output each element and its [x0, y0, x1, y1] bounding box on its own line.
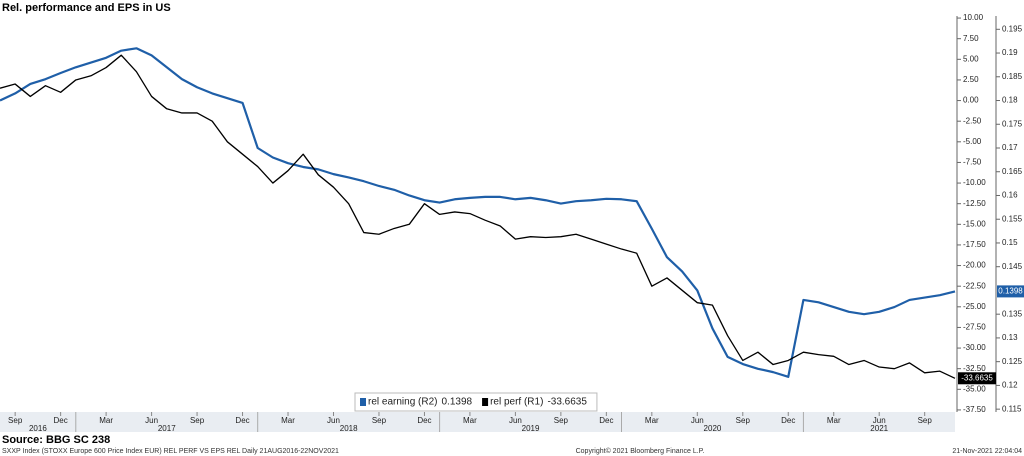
x-tick-label: Sep	[918, 416, 933, 425]
y-tick-label: -20.00	[963, 261, 986, 270]
legend-value: 0.1398	[441, 397, 472, 408]
x-tick-label: Jun	[691, 416, 704, 425]
legend-label: rel perf (R1)	[490, 397, 543, 408]
x-tick-label: Sep	[736, 416, 751, 425]
y-tick-label: -10.00	[963, 178, 986, 187]
x-axis-band	[0, 412, 955, 432]
y-tick-label: -27.50	[963, 323, 986, 332]
footer-left: SXXP Index (STOXX Europe 600 Price Index…	[2, 448, 339, 455]
x-tick-label: Jun	[873, 416, 886, 425]
legend-value: -33.6635	[547, 397, 587, 408]
y2-tick-label: 0.185	[1002, 72, 1023, 81]
y2-tick-label: 0.165	[1002, 167, 1023, 176]
x-year-label: 2019	[522, 424, 540, 433]
x-tick-label: Sep	[554, 416, 569, 425]
x-tick-label: Jun	[509, 416, 522, 425]
x-tick-label: Jun	[145, 416, 158, 425]
y2-tick-label: 0.125	[1002, 357, 1023, 366]
y-tick-label: -30.00	[963, 343, 986, 352]
y-tick-label: -25.00	[963, 302, 986, 311]
y-tick-label: -22.50	[963, 281, 986, 290]
y-tick-label: -37.50	[963, 405, 986, 414]
y2-tick-label: 0.175	[1002, 119, 1023, 128]
y2-tick-label: 0.17	[1002, 143, 1018, 152]
y2-tick-label: 0.135	[1002, 309, 1023, 318]
x-year-label: 2016	[29, 424, 47, 433]
y2-tick-label: 0.155	[1002, 214, 1023, 223]
x-tick-label: Sep	[8, 416, 23, 425]
y2-tick-label: 0.19	[1002, 48, 1018, 57]
x-tick-label: Sep	[372, 416, 387, 425]
y-tick-label: -5.00	[963, 137, 982, 146]
y2-tick-label: 0.12	[1002, 381, 1018, 390]
x-tick-label: Dec	[781, 416, 795, 425]
y-tick-label: -35.00	[963, 384, 986, 393]
legend-box	[354, 392, 598, 412]
legend-swatch	[482, 398, 489, 406]
chart-title: Rel. performance and EPS in US	[2, 2, 171, 14]
x-tick-label: Jun	[327, 416, 340, 425]
y-tick-label: -15.00	[963, 219, 986, 228]
y-tick-label: -7.50	[963, 158, 982, 167]
y-tick-label: 5.00	[963, 54, 979, 63]
x-tick-label: Mar	[99, 416, 113, 425]
y-tick-label: 10.00	[963, 13, 984, 22]
footer-right: 21-Nov-2021 22:04:04	[952, 448, 1022, 455]
y2-tick-label: 0.13	[1002, 333, 1018, 342]
series-line	[0, 54, 956, 379]
x-tick-label: Mar	[827, 416, 841, 425]
x-year-label: 2017	[158, 424, 176, 433]
y2-tick-label: 0.18	[1002, 96, 1018, 105]
y2-tick-label: 0.115	[1002, 404, 1022, 413]
y-tick-label: -32.50	[963, 364, 986, 373]
last-value-label: 0.1398	[998, 287, 1023, 296]
series-line	[0, 47, 956, 378]
y-tick-label: 7.50	[963, 34, 979, 43]
x-year-label: 2020	[704, 424, 722, 433]
y-tick-label: 2.50	[963, 75, 979, 84]
y2-tick-label: 0.16	[1002, 191, 1018, 200]
x-tick-label: Dec	[235, 416, 249, 425]
x-tick-label: Dec	[417, 416, 431, 425]
x-tick-label: Sep	[190, 416, 205, 425]
x-tick-label: Mar	[463, 416, 477, 425]
last-value-label: -33.6635	[961, 373, 993, 382]
legend-swatch	[360, 398, 366, 406]
x-year-label: 2018	[340, 424, 358, 433]
y-tick-label: -12.50	[963, 199, 986, 208]
x-tick-label: Mar	[645, 416, 659, 425]
legend-label: rel earning (R2)	[368, 397, 437, 408]
y2-tick-label: 0.145	[1002, 262, 1023, 271]
y-tick-label: -17.50	[963, 240, 986, 249]
x-tick-label: Mar	[281, 416, 295, 425]
source: Source: BBG SC 238	[2, 434, 110, 446]
y-tick-label: 0.00	[963, 96, 979, 105]
y-tick-label: -2.50	[963, 116, 982, 125]
x-tick-label: Dec	[54, 416, 68, 425]
last-value-tag	[958, 372, 996, 385]
y2-tick-label: 0.195	[1002, 24, 1023, 33]
x-tick-label: Dec	[599, 416, 613, 425]
last-value-tag	[997, 285, 1024, 298]
x-year-label: 2021	[870, 424, 888, 433]
y2-tick-label: 0.15	[1002, 238, 1018, 247]
footer-center: Copyright© 2021 Bloomberg Finance L.P.	[576, 447, 705, 455]
